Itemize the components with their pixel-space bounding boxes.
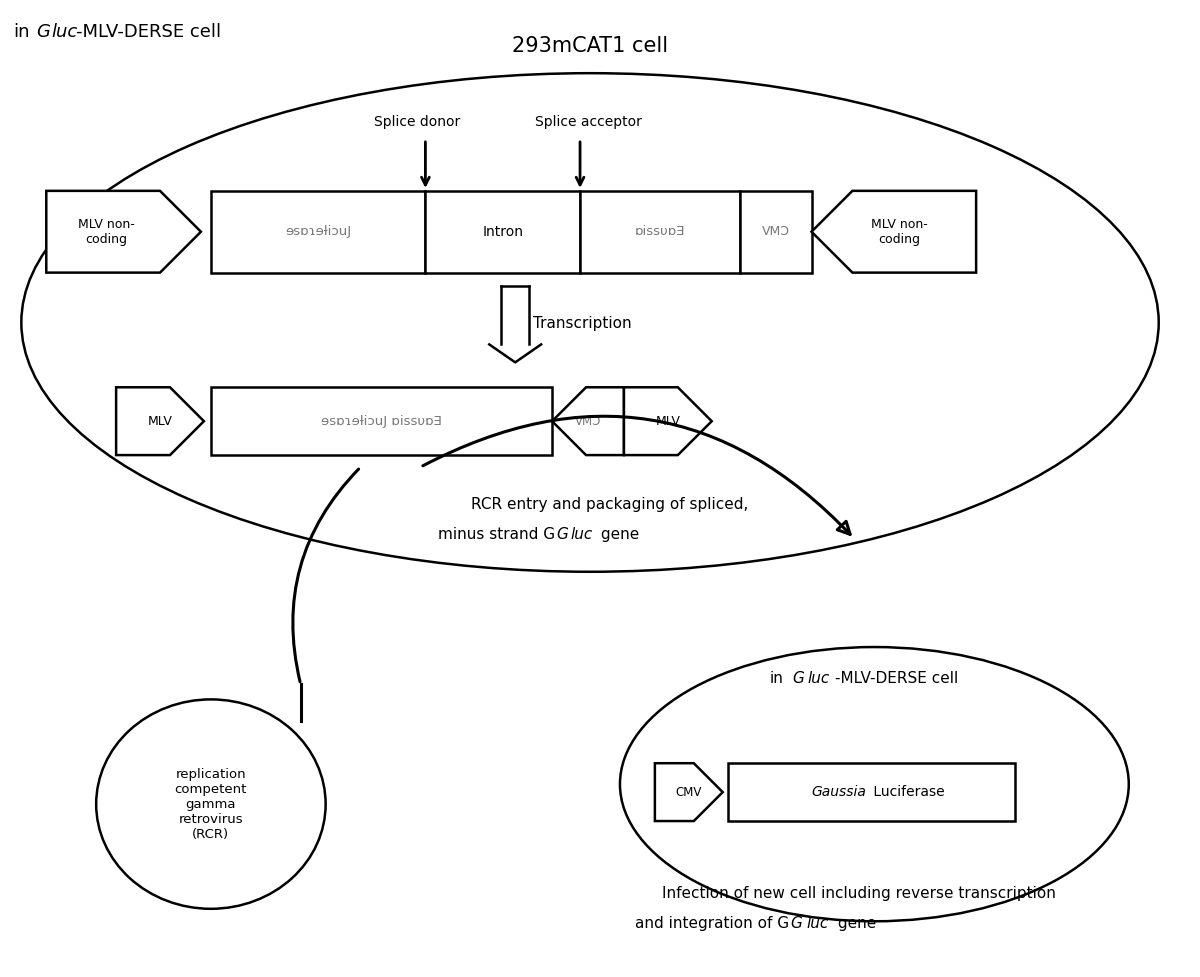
Polygon shape (811, 191, 976, 273)
Text: G: G (556, 528, 568, 542)
Text: Intron: Intron (482, 225, 523, 238)
Polygon shape (552, 387, 624, 455)
Bar (211, 387, 552, 455)
Text: luc: luc (806, 916, 829, 931)
Text: G: G (36, 23, 50, 41)
Polygon shape (47, 191, 200, 273)
Text: -MLV-DERSE cell: -MLV-DERSE cell (77, 23, 221, 41)
Text: gene: gene (596, 528, 640, 542)
Text: 293mCAT1 cell: 293mCAT1 cell (512, 36, 668, 57)
Text: ɘsɒɿɘƚiɔuJ ɒissυɒƎ: ɘsɒɿɘƚiɔuJ ɒissυɒƎ (322, 414, 442, 428)
Text: and integration of G: and integration of G (636, 916, 790, 931)
Text: in: in (769, 671, 784, 686)
Text: minus strand G: minus strand G (438, 528, 556, 542)
Text: VMƆ: VMƆ (762, 226, 790, 238)
Bar (426, 191, 580, 273)
Text: Splice acceptor: Splice acceptor (534, 115, 642, 129)
Ellipse shape (22, 73, 1159, 572)
Text: luc: luc (570, 528, 593, 542)
Ellipse shape (96, 700, 325, 909)
Text: MLV: MLV (148, 414, 173, 428)
Text: RCR entry and packaging of spliced,: RCR entry and packaging of spliced, (472, 497, 749, 513)
Text: luc: luc (52, 23, 78, 41)
Text: MLV non-
coding: MLV non- coding (871, 218, 928, 246)
Text: VMƆ: VMƆ (575, 414, 601, 428)
Text: MLV: MLV (655, 414, 680, 428)
Polygon shape (624, 387, 712, 455)
Text: MLV non-
coding: MLV non- coding (78, 218, 134, 246)
Bar (211, 191, 426, 273)
Text: Luciferase: Luciferase (869, 786, 946, 799)
Polygon shape (655, 763, 722, 821)
Ellipse shape (620, 647, 1129, 921)
Bar (580, 191, 739, 273)
Text: Infection of new cell including reverse transcription: Infection of new cell including reverse … (662, 886, 1056, 902)
Text: luc: luc (808, 671, 829, 686)
Text: Splice donor: Splice donor (374, 115, 461, 129)
Text: in: in (13, 23, 30, 41)
Polygon shape (116, 387, 204, 455)
Bar (739, 191, 811, 273)
Text: Gaussia: Gaussia (811, 786, 866, 799)
Text: G: G (791, 916, 803, 931)
Text: G: G (792, 671, 804, 686)
Text: gene: gene (834, 916, 877, 931)
Text: ɒissυɒƎ: ɒissυɒƎ (635, 226, 685, 238)
Text: ɘsɒɿɘƚiɔuJ: ɘsɒɿɘƚiɔuJ (286, 226, 352, 238)
Text: CMV: CMV (676, 786, 702, 798)
Text: Transcription: Transcription (533, 317, 631, 331)
Text: replication
competent
gamma
retrovirus
(RCR): replication competent gamma retrovirus (… (175, 768, 247, 840)
Bar (727, 763, 1015, 821)
Text: -MLV-DERSE cell: -MLV-DERSE cell (835, 671, 959, 686)
